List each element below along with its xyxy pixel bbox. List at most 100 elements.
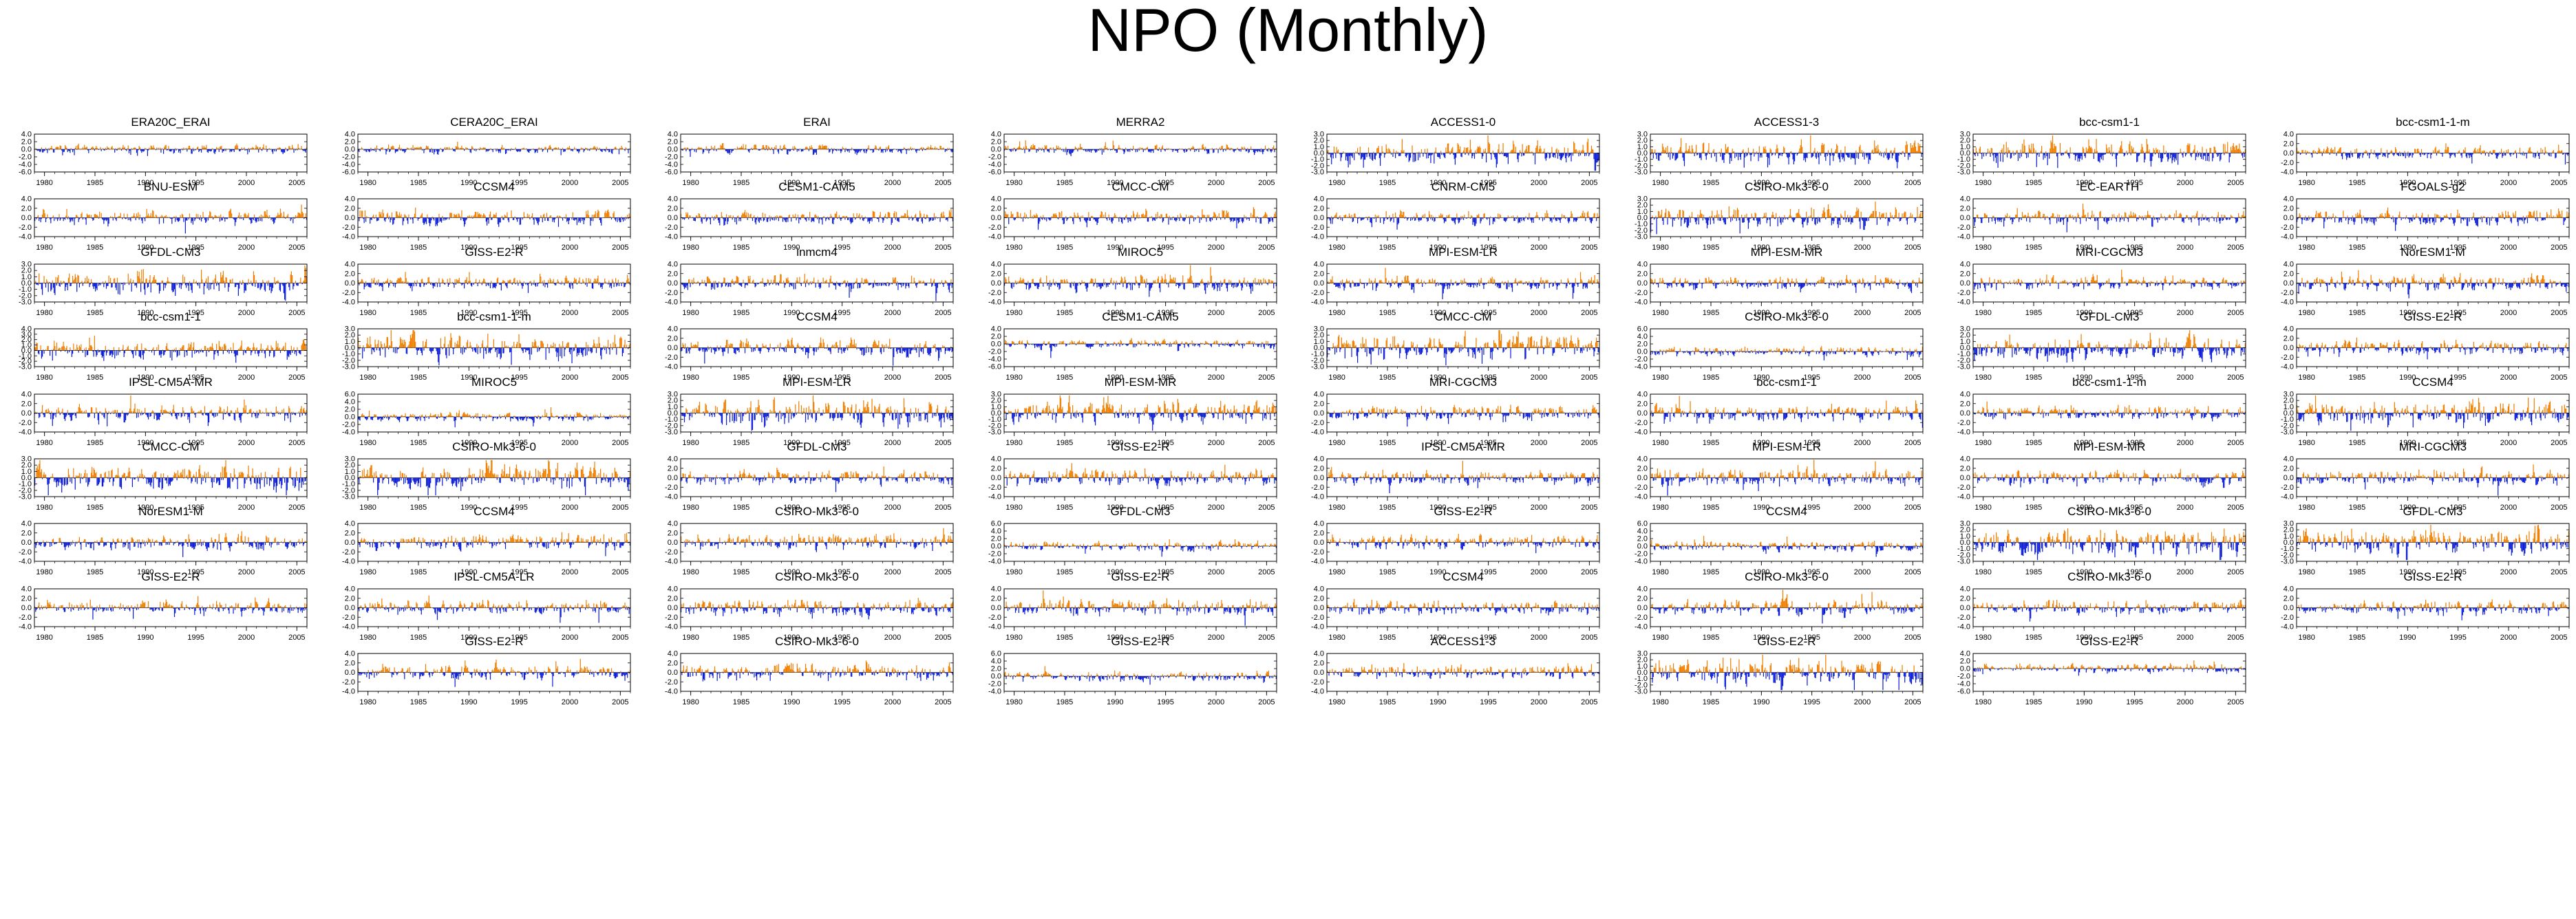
bar <box>1650 153 1651 155</box>
bar <box>1343 215 1345 218</box>
bar <box>2425 153 2426 154</box>
bar <box>1160 149 1162 152</box>
bar <box>2514 151 2515 153</box>
bar <box>1093 149 1094 150</box>
bar <box>1467 147 1469 153</box>
bar <box>803 215 805 218</box>
bar <box>1016 212 1018 218</box>
bar <box>1886 153 1888 158</box>
y-tick-label: -6.0 <box>19 169 32 177</box>
bar <box>498 217 500 223</box>
bar <box>1075 217 1076 218</box>
bar <box>1823 144 1824 153</box>
bar <box>131 217 133 218</box>
bar <box>763 217 764 222</box>
bar <box>74 147 76 149</box>
bar <box>1473 153 1474 154</box>
bar <box>1575 149 1577 153</box>
bar <box>1570 217 1571 218</box>
bar <box>196 147 198 149</box>
bar <box>56 217 57 219</box>
bar <box>134 216 136 218</box>
bar <box>1756 151 1757 153</box>
bar <box>2375 153 2376 158</box>
bar <box>2499 151 2500 153</box>
bar <box>189 145 191 149</box>
bar <box>279 148 281 149</box>
bar <box>856 213 858 218</box>
bar <box>1569 153 1571 157</box>
bar <box>201 217 202 222</box>
bar <box>1351 215 1352 218</box>
x-tick-label: 2005 <box>935 244 951 252</box>
bar <box>2159 150 2160 153</box>
bar <box>1498 217 1500 219</box>
bar <box>1033 215 1034 218</box>
bar <box>791 149 793 150</box>
bar <box>1526 151 1529 153</box>
bar <box>2180 152 2182 153</box>
bar <box>1566 153 1568 156</box>
bar <box>726 149 727 151</box>
bar <box>1061 211 1062 218</box>
bar <box>897 217 899 222</box>
bar <box>2447 147 2449 153</box>
bar <box>45 217 47 223</box>
bar <box>1911 144 1913 153</box>
bar <box>473 215 475 218</box>
bar <box>818 217 820 224</box>
bar <box>1404 217 1405 219</box>
bar <box>228 211 230 218</box>
bar <box>1228 148 1230 149</box>
bar <box>428 217 429 224</box>
bar <box>396 149 397 152</box>
bar <box>685 213 687 218</box>
bar <box>1554 215 1555 218</box>
bar <box>364 149 365 150</box>
bar <box>217 147 219 149</box>
bar <box>2544 147 2546 153</box>
bar <box>1589 153 1590 155</box>
bar <box>1019 147 1021 149</box>
bar <box>844 149 846 153</box>
bar <box>195 214 197 218</box>
bar <box>2537 153 2539 156</box>
bar-series <box>2296 143 2569 165</box>
bar <box>2493 150 2494 153</box>
bar <box>2046 153 2047 156</box>
bar <box>237 215 239 218</box>
y-tick-label: 2.0 <box>1314 205 1324 213</box>
bar <box>809 212 811 218</box>
bar <box>2326 147 2328 153</box>
bar <box>1138 149 1140 151</box>
bar <box>1851 153 1852 158</box>
bar <box>1133 214 1134 218</box>
bar <box>1548 153 1550 159</box>
bar <box>1347 153 1348 161</box>
bar <box>1509 217 1511 218</box>
bar <box>1071 149 1072 153</box>
bar <box>1224 215 1226 218</box>
bar <box>275 217 276 220</box>
bar <box>1193 149 1195 153</box>
bar <box>1511 217 1513 218</box>
bar <box>1986 153 1988 154</box>
bar <box>1018 146 1019 149</box>
bar <box>1241 217 1242 222</box>
bar <box>407 215 409 218</box>
bar <box>683 217 684 219</box>
bar <box>2226 151 2228 153</box>
bar <box>1703 152 1705 153</box>
bar <box>205 147 206 149</box>
bar <box>1494 217 1495 222</box>
bar <box>2228 153 2230 163</box>
bar <box>2378 153 2380 155</box>
bar <box>696 215 698 218</box>
bar <box>1111 217 1113 224</box>
bar <box>874 148 875 149</box>
